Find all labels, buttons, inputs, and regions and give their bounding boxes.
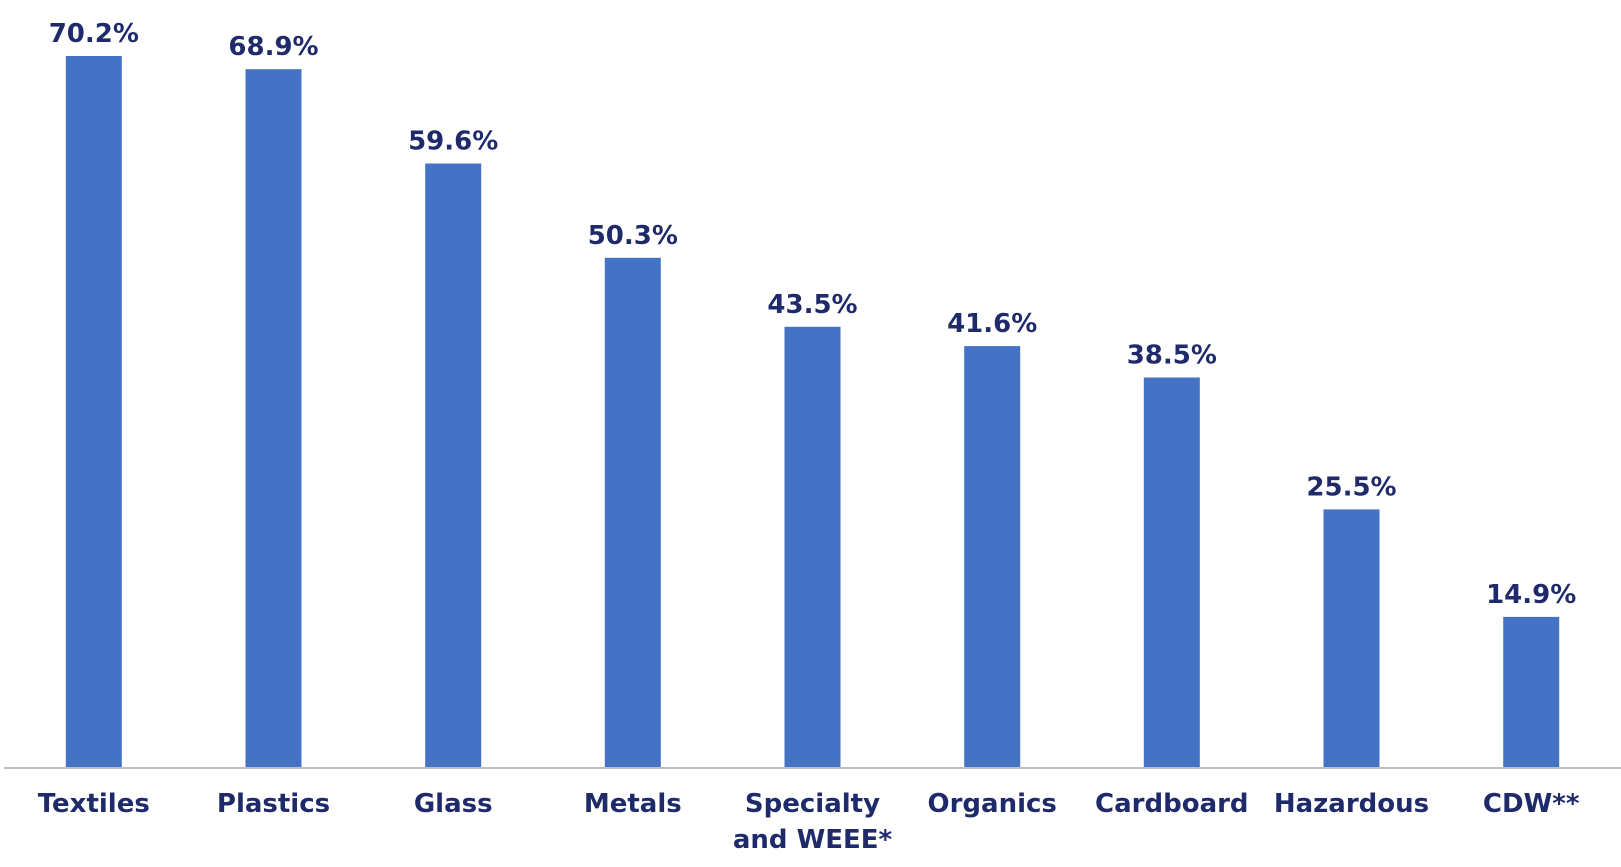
category-label-5: Organics bbox=[928, 789, 1057, 819]
category-label-line: Organics bbox=[928, 789, 1057, 819]
value-label-2: 59.6% bbox=[408, 127, 498, 157]
category-label-line: Textiles bbox=[38, 789, 150, 819]
value-label-6: 38.5% bbox=[1127, 341, 1217, 371]
bar-6 bbox=[1143, 377, 1200, 768]
category-label-line: and WEEE* bbox=[733, 825, 893, 855]
category-label-line: CDW** bbox=[1483, 789, 1580, 819]
category-labels-layer: Textiles Plastics Glass Metals Specialty and … bbox=[38, 789, 1580, 855]
category-label-2: Glass bbox=[414, 789, 493, 819]
bar-8 bbox=[1503, 616, 1560, 768]
bar-3 bbox=[604, 257, 661, 768]
bar-7 bbox=[1323, 509, 1380, 768]
value-label-5: 41.6% bbox=[947, 309, 1037, 339]
bars-layer bbox=[65, 56, 1560, 768]
category-label-line: Metals bbox=[584, 789, 682, 819]
category-label-line: Specialty bbox=[745, 789, 880, 819]
category-label-1: Plastics bbox=[217, 789, 330, 819]
value-label-4: 43.5% bbox=[767, 290, 857, 320]
value-label-3: 50.3% bbox=[588, 221, 678, 251]
bar-5 bbox=[964, 346, 1021, 768]
value-label-0: 70.2% bbox=[49, 19, 139, 49]
category-label-7: Hazardous bbox=[1274, 789, 1429, 819]
category-label-0: Textiles bbox=[38, 789, 150, 819]
category-label-line: Glass bbox=[414, 789, 493, 819]
bar-1 bbox=[245, 69, 302, 768]
bar-4 bbox=[784, 326, 841, 768]
category-label-line: Cardboard bbox=[1095, 789, 1249, 819]
value-label-7: 25.5% bbox=[1306, 472, 1396, 502]
value-label-8: 14.9% bbox=[1486, 580, 1576, 610]
bar-0 bbox=[65, 56, 122, 768]
category-label-4: Specialty and WEEE* bbox=[733, 789, 893, 855]
category-label-6: Cardboard bbox=[1095, 789, 1249, 819]
bar-2 bbox=[425, 163, 482, 768]
category-label-line: Plastics bbox=[217, 789, 330, 819]
value-label-1: 68.9% bbox=[228, 32, 318, 62]
category-label-line: Hazardous bbox=[1274, 789, 1429, 819]
category-label-8: CDW** bbox=[1483, 789, 1580, 819]
value-labels-layer: 70.2% 68.9% 59.6% 50.3% 43.5% 41.6% 38.5% 25.5%… bbox=[49, 19, 1577, 610]
category-label-3: Metals bbox=[584, 789, 682, 819]
